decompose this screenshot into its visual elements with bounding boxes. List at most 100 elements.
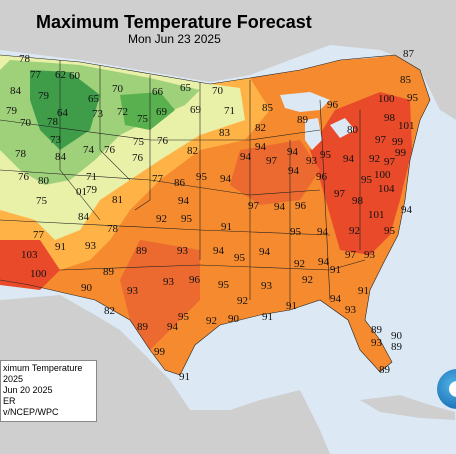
- temperature-label: 95: [181, 213, 193, 225]
- temperature-label: 84: [55, 151, 67, 163]
- temperature-label: 85: [262, 102, 274, 114]
- temp-100s-zone-southwest: [0, 240, 60, 290]
- temperature-label: 94: [255, 141, 267, 153]
- temperature-label: 76: [18, 171, 30, 183]
- temperature-label: 84: [78, 211, 90, 223]
- temperature-label: 94: [330, 293, 342, 305]
- temperature-label: 71: [224, 105, 235, 117]
- legend-line-3: Jun 20 2025: [3, 385, 53, 395]
- temperature-label: 91: [262, 311, 273, 323]
- temperature-label: 75: [137, 113, 149, 125]
- temperature-label: 91: [55, 241, 66, 253]
- temperature-label: 94: [401, 204, 413, 216]
- temperature-label: 93: [127, 285, 139, 297]
- temperature-label: 101: [398, 120, 415, 132]
- temperature-label: 94: [178, 195, 190, 207]
- temperature-label: 86: [174, 177, 186, 189]
- temperature-label: 94: [287, 146, 299, 158]
- legend-line-1: ximum Temperature: [3, 363, 83, 373]
- temperature-label: 94: [318, 256, 330, 268]
- temperature-label: 64: [57, 107, 69, 119]
- state-borders: [0, 54, 431, 376]
- temperature-label: 92: [294, 258, 305, 270]
- legend-line-2: 2025: [3, 374, 24, 384]
- temperature-label: 89: [297, 114, 309, 126]
- temperature-label: 94: [343, 153, 355, 165]
- temp-100s-zone-south: [120, 240, 200, 350]
- temp-100s-zone-central: [230, 140, 320, 205]
- temperature-label: 94: [274, 201, 286, 213]
- temperature-label: 97: [345, 249, 357, 261]
- temperature-label: 100: [378, 93, 395, 105]
- legend-box: ximum Temperature 2025 Jun 20 2025 ER v/…: [0, 360, 97, 422]
- temperature-label: 97: [375, 134, 387, 146]
- temperature-label: 78: [107, 223, 119, 235]
- temperature-label: 96: [327, 99, 339, 111]
- temperature-label: 95: [234, 252, 246, 264]
- temperature-label: 94: [240, 151, 252, 163]
- temperature-label: 90: [228, 313, 240, 325]
- temperature-label: 71: [86, 171, 97, 183]
- temperature-label: 99: [154, 346, 166, 358]
- temperature-label: 89: [379, 364, 391, 376]
- temperature-label: 92: [237, 295, 248, 307]
- temperature-label: 92: [369, 153, 380, 165]
- temperature-label: 90: [391, 330, 403, 342]
- temperature-label: 89: [371, 324, 383, 336]
- temperature-label: 98: [352, 195, 364, 207]
- temperature-label: 73: [50, 134, 62, 146]
- temperature-label: 78: [15, 148, 27, 160]
- temperature-label: 80: [347, 124, 359, 136]
- temperature-label: 78: [47, 116, 59, 128]
- temperature-label: 92: [206, 315, 217, 327]
- temperature-label: 75: [36, 195, 48, 207]
- temp-60s-zone-2: [120, 92, 175, 130]
- temperature-label: 94: [317, 226, 329, 238]
- temperature-label: 97: [384, 156, 396, 168]
- temperature-label: 95: [178, 311, 190, 323]
- temperature-label: 69: [156, 106, 168, 118]
- temperature-label: 76: [132, 152, 144, 164]
- temperature-label: 99: [392, 136, 404, 148]
- temperature-label: 103: [21, 249, 38, 261]
- temperature-label: 70: [20, 117, 32, 129]
- temperature-label: 89: [136, 245, 148, 257]
- temperature-label: 89: [391, 341, 403, 353]
- temperature-label: 78: [19, 53, 31, 65]
- temperature-label: 96: [295, 200, 307, 212]
- temperature-label: 100: [30, 268, 47, 280]
- temperature-label: 80: [38, 175, 50, 187]
- temperature-label: 87: [403, 48, 415, 60]
- temperature-label: 98: [384, 112, 396, 124]
- temperature-label: 97: [334, 188, 346, 200]
- temperature-label: 79: [38, 90, 50, 102]
- temperature-label: 90: [81, 282, 93, 294]
- noaa-bird-icon: [449, 381, 456, 397]
- temperature-label: 77: [152, 173, 164, 185]
- temperature-label: 94: [167, 321, 179, 333]
- temperature-label: 76: [157, 135, 169, 147]
- temperature-label: 83: [219, 127, 231, 139]
- temperature-label: 65: [180, 82, 192, 94]
- temperature-label: 93: [261, 280, 273, 292]
- temperature-label: 91: [358, 285, 369, 297]
- temperature-label: 96: [189, 274, 201, 286]
- temperature-label: 96: [316, 171, 328, 183]
- temperature-label: 95: [290, 226, 302, 238]
- temperature-label: 91: [221, 221, 232, 233]
- temperature-label: 95: [320, 149, 332, 161]
- temperature-label: 60: [69, 70, 81, 82]
- temp-60s-zone: [30, 70, 100, 150]
- temperature-label: 81: [112, 194, 123, 206]
- legend-line-5: v/NCEP/WPC: [3, 407, 59, 417]
- temperature-label: 95: [196, 171, 208, 183]
- temperature-label: 74: [83, 144, 95, 156]
- temperature-label: 95: [407, 92, 419, 104]
- temperature-label: 89: [137, 321, 149, 333]
- temperature-label: 97: [248, 200, 260, 212]
- temperature-label: 101: [368, 209, 385, 221]
- temperature-label: 82: [255, 122, 266, 134]
- temperature-label: 77: [33, 229, 45, 241]
- cuba-landmass: [360, 395, 455, 420]
- temperature-label: 84: [10, 85, 22, 97]
